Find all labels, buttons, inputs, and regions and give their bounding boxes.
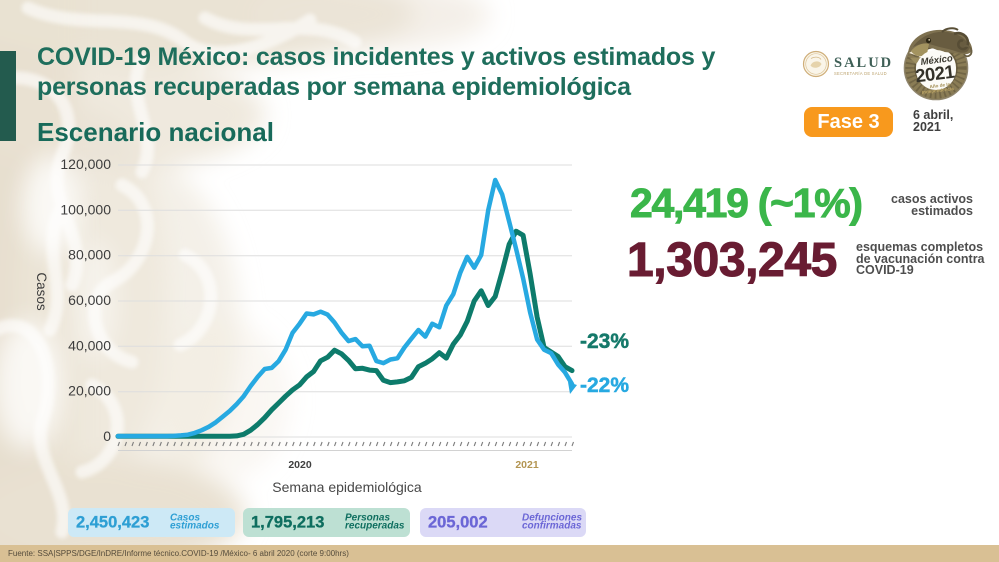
- svg-text:México: México: [920, 53, 954, 68]
- svg-text:2020: 2020: [288, 459, 312, 471]
- svg-text:80,000: 80,000: [68, 247, 111, 263]
- svg-text:Año de la: Año de la: [929, 82, 951, 90]
- svg-text:40,000: 40,000: [68, 337, 111, 353]
- svg-text:SALUD: SALUD: [834, 55, 893, 71]
- svg-text:SECRETARÍA DE SALUD: SECRETARÍA DE SALUD: [834, 71, 887, 76]
- svg-text:120,000: 120,000: [60, 156, 111, 172]
- svg-text:Independencia: Independencia: [922, 86, 955, 95]
- svg-text:2021: 2021: [914, 61, 956, 87]
- svg-text:2021: 2021: [515, 459, 539, 471]
- svg-text:60,000: 60,000: [68, 292, 111, 308]
- svg-text:Casos: Casos: [34, 272, 49, 311]
- svg-text:20,000: 20,000: [68, 383, 111, 399]
- svg-text:100,000: 100,000: [60, 201, 111, 217]
- svg-text:0: 0: [103, 428, 111, 444]
